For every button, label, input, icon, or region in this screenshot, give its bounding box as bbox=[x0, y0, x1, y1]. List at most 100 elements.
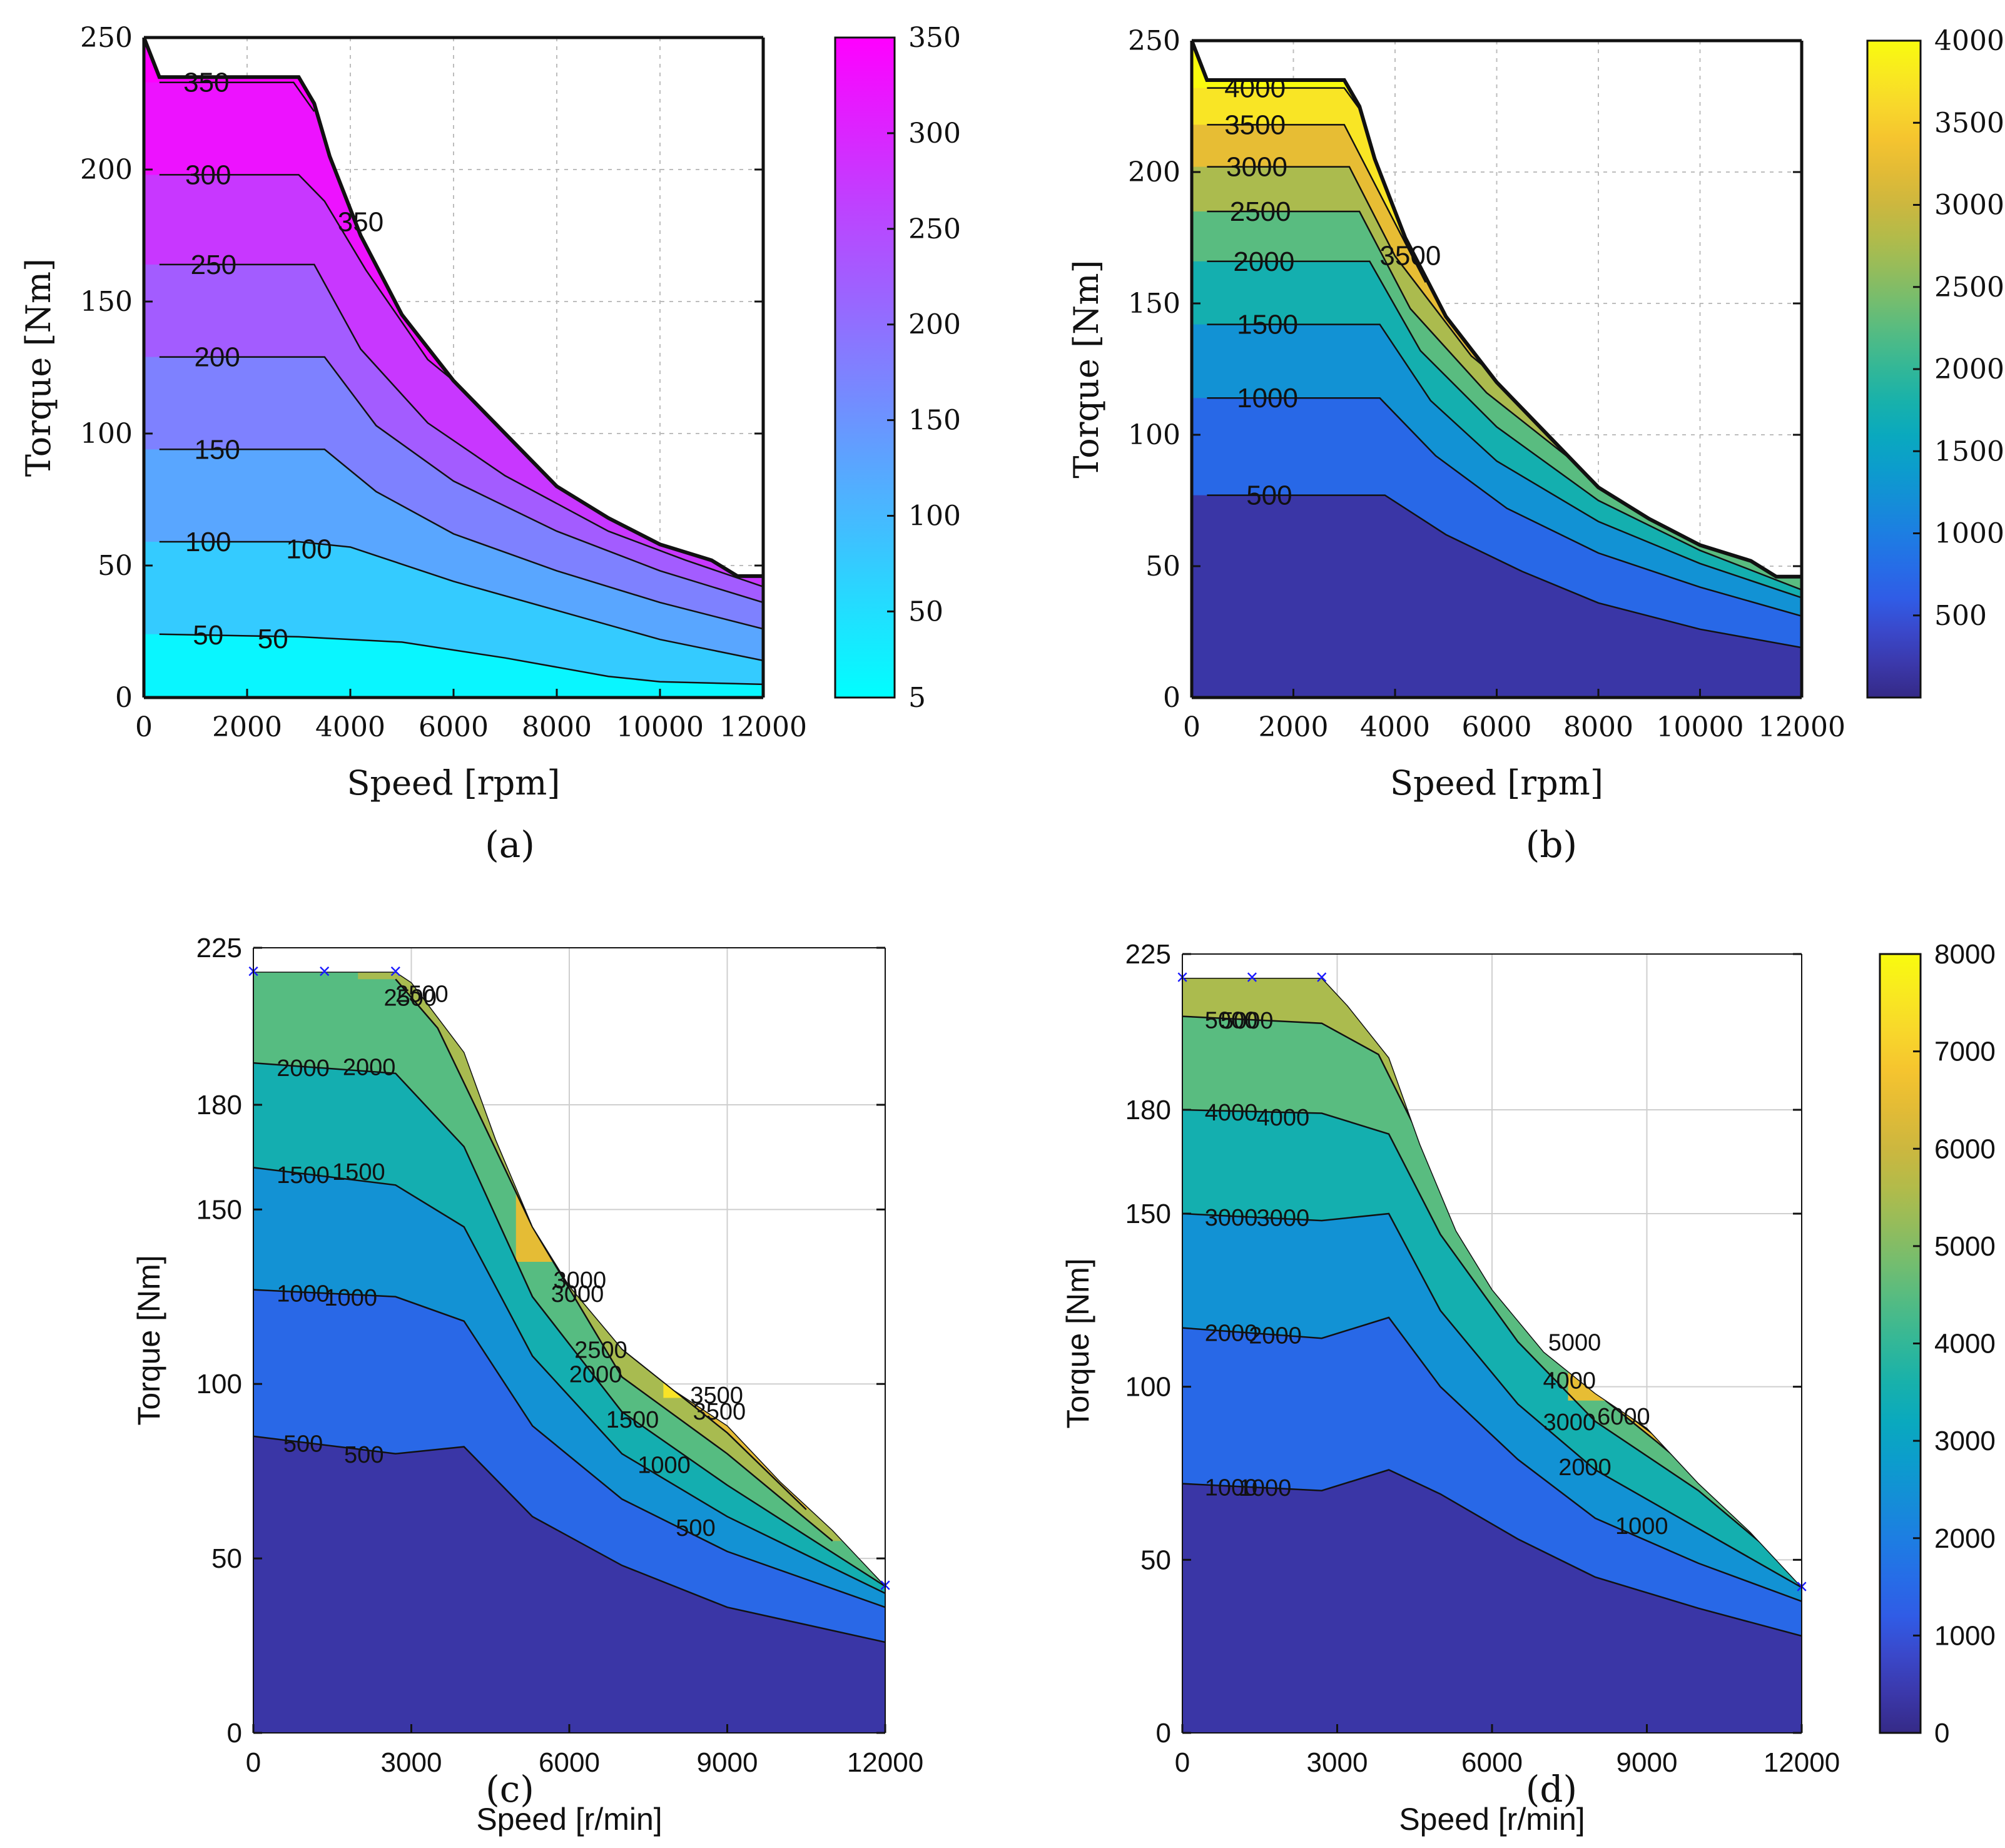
x-tick-label: 12000 bbox=[1758, 711, 1845, 743]
y-tick-label: 50 bbox=[211, 1543, 242, 1574]
contour-label-extra: 1500 bbox=[332, 1159, 385, 1185]
x-axis-label: Speed [rpm] bbox=[347, 763, 561, 803]
y-tick-label: 50 bbox=[98, 550, 133, 582]
y-axis-label: Torque [Nm] bbox=[19, 258, 58, 477]
x-tick-label: 6000 bbox=[1462, 711, 1532, 743]
x-tick-label: 12000 bbox=[847, 1747, 923, 1778]
tick-labels: 0 2000 4000 6000 8000 10000 12000 0 50 100 150 200 2… bbox=[1128, 25, 1845, 743]
marker-x: × bbox=[1316, 966, 1328, 990]
contour-label: 200 bbox=[194, 342, 240, 373]
colorbar-tick-label: 100 bbox=[908, 500, 961, 532]
panel-label: (a) bbox=[485, 823, 535, 866]
colorbar-tick-label: 5000 bbox=[1934, 1231, 1996, 1262]
marker-x: × bbox=[1246, 966, 1258, 990]
y-tick-label: 150 bbox=[80, 286, 133, 318]
colorbar-tick-label: 1000 bbox=[1934, 518, 2004, 550]
x-axis-label: Speed [r/min] bbox=[476, 1802, 662, 1837]
contour-line-1000 bbox=[253, 1289, 885, 1608]
torque-envelope bbox=[142, 36, 763, 578]
x-tick-label: 6000 bbox=[419, 711, 489, 743]
contour-label: 350 bbox=[183, 68, 229, 98]
contour-label-extra: 1500 bbox=[606, 1407, 659, 1433]
x-tick-label: 4000 bbox=[1360, 711, 1430, 743]
colorbar-tick-label: 7000 bbox=[1934, 1037, 1996, 1067]
contour-label-extra: 2500 bbox=[574, 1337, 627, 1363]
y-tick-label: 100 bbox=[1125, 1372, 1171, 1403]
contour-label: 2000 bbox=[1233, 246, 1294, 277]
contour-label: 3500 bbox=[1224, 109, 1286, 140]
colorbar-tick-label: 200 bbox=[908, 309, 961, 341]
colorbar-tick-label: 4000 bbox=[1934, 1329, 1996, 1359]
colorbar-bar bbox=[1866, 39, 1922, 699]
contour-label: 6000 bbox=[1597, 1404, 1650, 1430]
contour-label-extra: 3500 bbox=[690, 1383, 743, 1409]
panel-label: (d) bbox=[1526, 1768, 1577, 1810]
contour-label: 1000 bbox=[277, 1281, 330, 1307]
contour-labels: 500 1000 1500 2000 2500 3000 3500 4000 3500 bbox=[1224, 73, 1441, 511]
contour-label: 1000 bbox=[1237, 383, 1298, 414]
y-tick-label: 100 bbox=[1128, 419, 1180, 451]
contour-label: 3000 bbox=[1226, 152, 1287, 183]
y-tick-label: 50 bbox=[1140, 1545, 1171, 1575]
colorbar-tick-label: 0 bbox=[1934, 1718, 1949, 1749]
colorbar-tick-label: 8000 bbox=[1934, 939, 1996, 970]
x-tick-label: 8000 bbox=[1563, 711, 1633, 743]
y-tick-label: 150 bbox=[1125, 1199, 1171, 1229]
y-axis-label: Torque [Nm] bbox=[1060, 1258, 1095, 1428]
contour-lines bbox=[159, 81, 763, 686]
y-tick-label: 50 bbox=[1145, 551, 1180, 582]
torque-envelope bbox=[1190, 39, 1802, 579]
contour-label: 300 bbox=[185, 160, 231, 190]
contour-line-100 bbox=[159, 541, 763, 662]
x-tick-label: 12000 bbox=[719, 711, 807, 743]
colorbar-tick-label: 2000 bbox=[1934, 353, 2004, 385]
y-tick-label: 0 bbox=[1156, 1718, 1171, 1749]
contour-label-extra: 500 bbox=[676, 1515, 715, 1541]
x-tick-label: 3000 bbox=[1307, 1747, 1368, 1778]
x-tick-label: 2000 bbox=[212, 711, 282, 743]
contour-label: 50 bbox=[193, 620, 223, 651]
marker-x: × bbox=[389, 960, 402, 983]
colorbar-tick-label: 350 bbox=[908, 22, 961, 54]
contour-label-extra: 3000 bbox=[1257, 1206, 1310, 1232]
contour-label: 4000 bbox=[1205, 1100, 1258, 1126]
x-tick-label: 0 bbox=[1183, 711, 1200, 743]
contour-line-2000 bbox=[253, 1062, 885, 1587]
y-tick-label: 150 bbox=[1128, 288, 1180, 320]
contour-label-extra: 2000 bbox=[569, 1361, 622, 1388]
colorbar-tick-label: 3000 bbox=[1934, 190, 2004, 221]
contour-line-3000 bbox=[1182, 1212, 1802, 1588]
contour-line-500 bbox=[253, 1435, 885, 1643]
contour-line-4000 bbox=[1207, 87, 1361, 109]
contour-label-extra: 1000 bbox=[637, 1453, 691, 1479]
contour-label-extra: 50 bbox=[258, 624, 288, 654]
y-tick-label: 180 bbox=[1125, 1095, 1171, 1125]
marker-x: × bbox=[318, 960, 331, 983]
contour-label: 1500 bbox=[277, 1162, 330, 1189]
contour-label-extra: 5000 bbox=[1221, 1008, 1274, 1034]
x-tick-label: 4000 bbox=[315, 711, 385, 743]
colorbar-tick-label: 3000 bbox=[1934, 1426, 1996, 1456]
x-tick-label: 8000 bbox=[522, 711, 592, 743]
contour-label: 3000 bbox=[551, 1281, 604, 1307]
colorbar-tick-label: 1000 bbox=[1934, 1620, 1996, 1651]
contour-label-extra: 2000 bbox=[1249, 1323, 1302, 1349]
y-axis-label: Torque [Nm] bbox=[131, 1255, 166, 1425]
y-tick-label: 250 bbox=[1128, 25, 1180, 57]
contour-label: 2500 bbox=[384, 985, 437, 1012]
colorbar: 0 1000 2000 3000 4000 5000 6000 7000 8000 bbox=[1879, 939, 1996, 1749]
contour-label: 2500 bbox=[1230, 196, 1291, 227]
colorbar-tick-label: 300 bbox=[908, 118, 961, 150]
contour-label: 5000 bbox=[1205, 1007, 1258, 1033]
contour-label: 3000 bbox=[1205, 1205, 1258, 1231]
contour-line-150 bbox=[159, 449, 763, 630]
contour-label-extra: 350 bbox=[338, 206, 383, 237]
contour-label-extra: 4000 bbox=[1543, 1368, 1596, 1394]
y-tick-label: 200 bbox=[80, 154, 133, 186]
y-axis-label: Torque [Nm] bbox=[1067, 260, 1106, 478]
panel-label: (c) bbox=[485, 1768, 534, 1810]
contour-label-extra: 3000 bbox=[554, 1267, 607, 1294]
